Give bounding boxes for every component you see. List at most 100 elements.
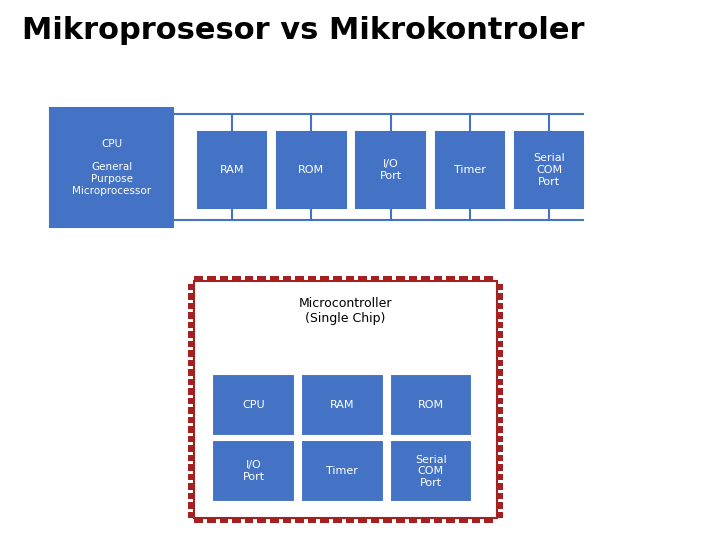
Bar [446, 518, 455, 523]
Bar [359, 518, 366, 523]
FancyBboxPatch shape [212, 374, 295, 436]
Bar [220, 518, 228, 523]
Bar [497, 284, 503, 291]
Bar [383, 518, 392, 523]
Bar [189, 303, 194, 309]
Bar [497, 322, 503, 328]
Bar [383, 276, 392, 281]
Bar [283, 518, 291, 523]
Bar [333, 518, 341, 523]
Bar [497, 427, 503, 433]
Bar [189, 388, 194, 395]
Bar [497, 379, 503, 386]
Bar [409, 518, 418, 523]
Bar [497, 483, 503, 490]
Bar [446, 276, 455, 281]
FancyBboxPatch shape [301, 440, 384, 502]
Bar [270, 518, 279, 523]
Bar [189, 398, 194, 404]
Bar [396, 276, 405, 281]
Bar [497, 464, 503, 471]
Bar [497, 360, 503, 366]
Bar [207, 518, 216, 523]
Bar [371, 518, 379, 523]
Bar [497, 436, 503, 442]
Bar [497, 455, 503, 461]
Bar [333, 276, 341, 281]
FancyBboxPatch shape [390, 374, 472, 436]
Bar [189, 512, 194, 518]
Bar [497, 332, 503, 338]
Bar [189, 407, 194, 414]
Bar [497, 398, 503, 404]
Bar [207, 276, 216, 281]
FancyBboxPatch shape [436, 132, 504, 208]
Bar [346, 276, 354, 281]
FancyBboxPatch shape [198, 132, 266, 208]
Text: I/O
Port: I/O Port [379, 159, 402, 181]
Bar [189, 332, 194, 338]
Bar [396, 518, 405, 523]
Bar [320, 276, 329, 281]
Text: I/O
Port: I/O Port [243, 460, 265, 482]
Bar [270, 276, 279, 281]
Bar [497, 293, 503, 300]
Bar [189, 502, 194, 509]
Bar [308, 276, 317, 281]
Text: ROM: ROM [418, 400, 444, 410]
Bar [189, 483, 194, 490]
Bar [189, 493, 194, 500]
Bar [497, 446, 503, 452]
Bar [421, 518, 430, 523]
Bar [189, 284, 194, 291]
Text: Timer: Timer [326, 466, 359, 476]
Bar [346, 518, 354, 523]
Bar [189, 455, 194, 461]
Bar [484, 276, 492, 281]
Bar [497, 388, 503, 395]
Text: Timer: Timer [454, 165, 486, 175]
Bar [194, 276, 203, 281]
Bar [232, 276, 241, 281]
Bar [258, 518, 266, 523]
Bar [189, 369, 194, 376]
FancyBboxPatch shape [356, 132, 425, 208]
FancyBboxPatch shape [50, 108, 173, 227]
Bar [359, 276, 366, 281]
Bar [371, 276, 379, 281]
Bar [497, 512, 503, 518]
Bar [433, 276, 442, 281]
Bar [189, 436, 194, 442]
Bar [258, 276, 266, 281]
Bar [497, 502, 503, 509]
Bar [189, 446, 194, 452]
Bar [497, 341, 503, 347]
Bar [497, 474, 503, 481]
FancyBboxPatch shape [515, 132, 583, 208]
FancyBboxPatch shape [212, 440, 295, 502]
Bar [459, 518, 468, 523]
Text: Mikroprosesor vs Mikrokontroler: Mikroprosesor vs Mikrokontroler [22, 16, 584, 45]
Bar [189, 293, 194, 300]
FancyBboxPatch shape [301, 374, 384, 436]
Bar [459, 276, 468, 281]
Bar [421, 276, 430, 281]
Bar [189, 350, 194, 357]
Bar [497, 417, 503, 423]
Bar [497, 350, 503, 357]
Bar [472, 518, 480, 523]
FancyBboxPatch shape [390, 440, 472, 502]
Text: RAM: RAM [220, 165, 245, 175]
Bar [295, 276, 304, 281]
Bar [497, 369, 503, 376]
Bar [497, 303, 503, 309]
Text: Serial
COM
Port: Serial COM Port [415, 455, 447, 488]
Bar [320, 518, 329, 523]
Bar [189, 464, 194, 471]
Bar [484, 518, 492, 523]
Bar [232, 518, 241, 523]
Text: Serial
COM
Port: Serial COM Port [533, 153, 565, 187]
Bar [409, 276, 418, 281]
Bar [308, 518, 317, 523]
Bar [189, 474, 194, 481]
